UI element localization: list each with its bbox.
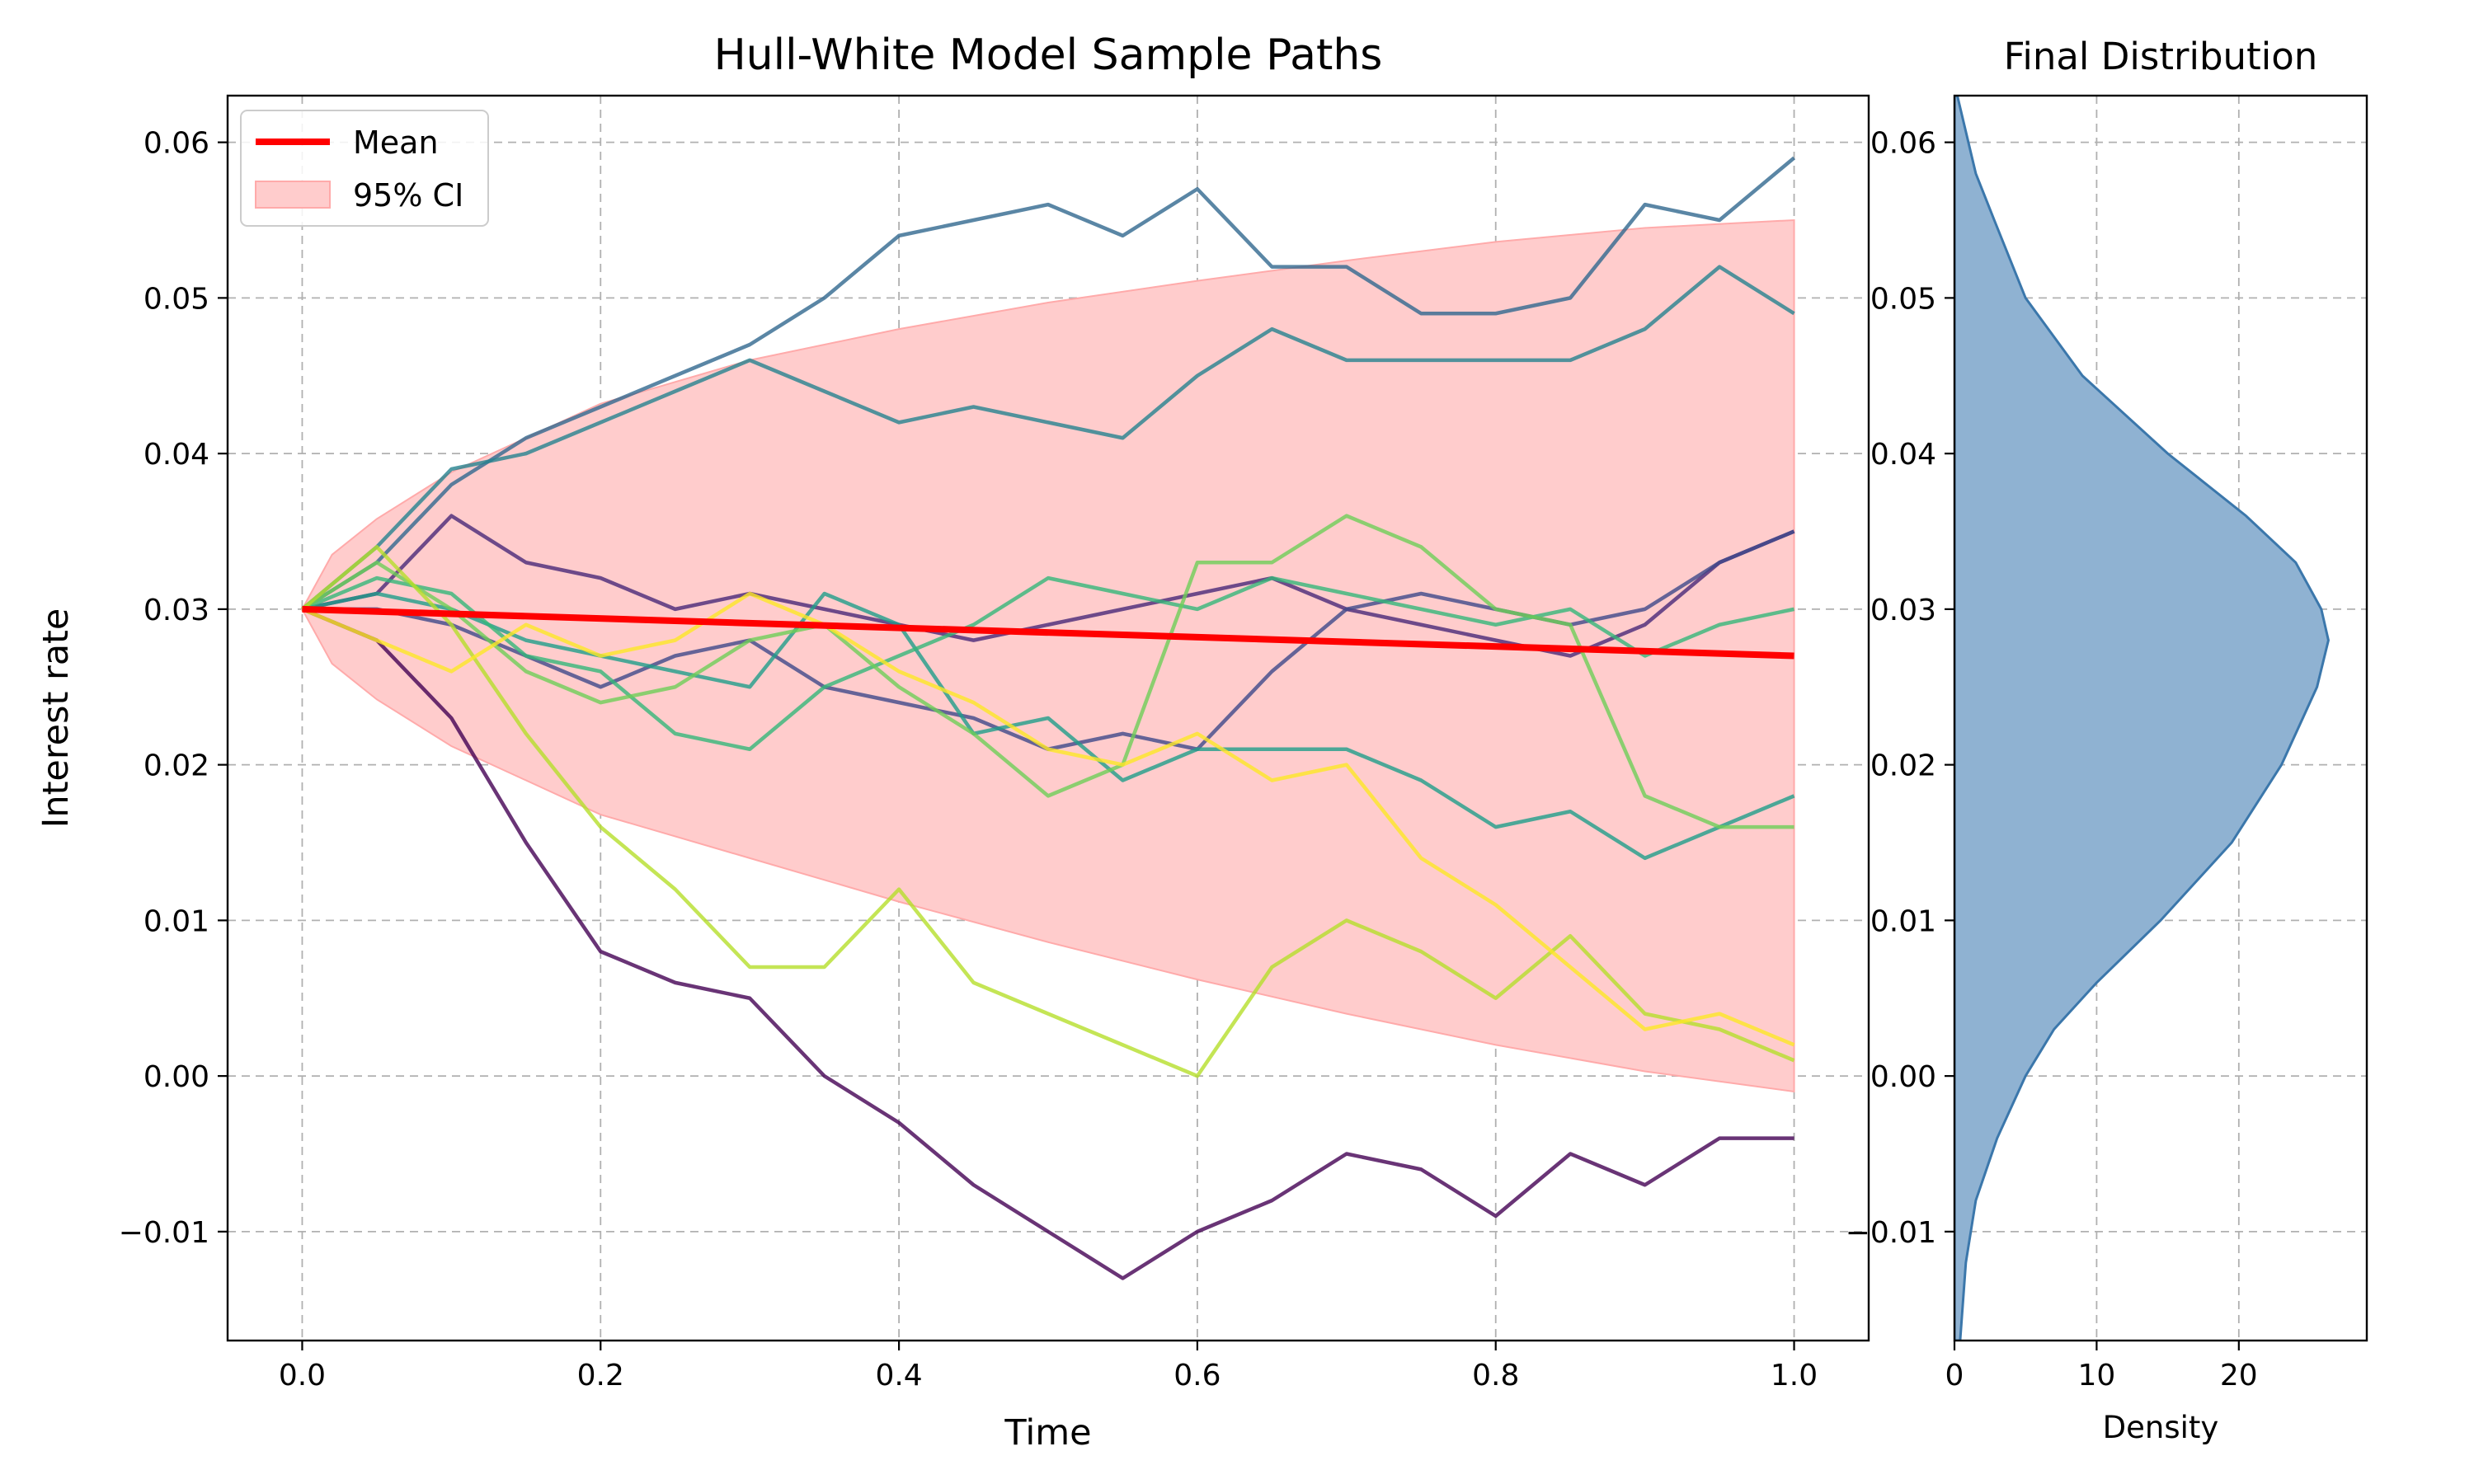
legend-mean-label: Mean	[353, 124, 439, 161]
main-y-ticks: −0.01 0.00 0.01 0.02 0.03 0.04 0.05 0.06	[119, 127, 228, 1250]
y-tick-label: 0.06	[143, 127, 209, 161]
sample-path-line	[301, 591, 1795, 1047]
side-y-tick-label: 0.05	[1870, 282, 1936, 316]
side-x-axis-label: Density	[2103, 1410, 2219, 1445]
kde-density-area	[1954, 96, 2330, 1341]
side-y-tick-label: 0.02	[1870, 749, 1936, 783]
legend-ci-label: 95% CI	[353, 177, 463, 214]
side-y-tick-label: 0.00	[1870, 1060, 1936, 1094]
side-y-tick-label: 0.04	[1870, 438, 1936, 472]
side-title: Final Distribution	[2004, 35, 2318, 78]
side-y-tick-label: 0.01	[1870, 904, 1936, 938]
side-y-tick-label: 0.06	[1870, 127, 1936, 161]
x-tick-label: 0.4	[875, 1359, 922, 1392]
sample-path-line	[301, 514, 1794, 829]
sample-path-line	[301, 545, 1795, 1078]
sample-path-line	[301, 575, 1795, 751]
x-axis-label: Time	[1004, 1412, 1091, 1453]
y-tick-label: 0.03	[143, 594, 209, 627]
sample-path-line	[301, 156, 1795, 611]
side-y-tick-label: −0.01	[1846, 1216, 1936, 1250]
sample-path-line	[301, 265, 1795, 611]
legend: Mean 95% CI	[240, 110, 489, 227]
main-x-ticks: 0.0 0.2 0.4 0.6 0.8 1.0	[279, 1341, 1818, 1392]
x-tick-label: 0.8	[1472, 1359, 1519, 1392]
x-tick-label: 0.2	[577, 1359, 624, 1392]
y-tick-label: 0.04	[143, 438, 209, 472]
side-x-tick-label: 20	[2220, 1359, 2258, 1392]
side-axes-frame	[1953, 94, 2368, 1342]
y-tick-label: 0.02	[143, 749, 209, 783]
legend-ci-swatch	[255, 181, 331, 209]
y-axis-label: Interest rate	[35, 608, 77, 829]
sample-path-line	[301, 591, 1795, 861]
side-x-tick-label: 0	[1945, 1359, 1964, 1392]
y-tick-label: −0.01	[119, 1216, 209, 1250]
x-tick-label: 0.6	[1174, 1359, 1221, 1392]
main-axes-frame	[226, 94, 1870, 1342]
y-tick-label: 0.00	[143, 1060, 209, 1094]
y-tick-label: 0.01	[143, 904, 209, 938]
side-panel: 0 10 20 −0.010.000.010.020.030.040.050.06 …	[1846, 35, 2368, 1445]
x-tick-label: 1.0	[1771, 1359, 1818, 1392]
mean-line	[302, 605, 1794, 660]
x-tick-label: 0.0	[279, 1359, 326, 1392]
side-y-tick-label: 0.03	[1870, 594, 1936, 627]
main-title: Hull-White Model Sample Paths	[714, 31, 1383, 80]
y-tick-label: 0.05	[143, 282, 209, 316]
side-x-ticks: 0 10 20	[1945, 1341, 2258, 1392]
side-y-ticks: −0.01 0.00 0.01 0.02 0.03 0.04 0.05 0.06	[1846, 127, 1954, 1250]
sample-path-line	[301, 607, 1794, 1280]
sample-paths	[301, 156, 1795, 1280]
side-x-tick-label: 10	[2078, 1359, 2116, 1392]
main-panel: 0.0 0.2 0.4 0.6 0.8 1.0 −0.01 0.00 0.01 0.02 0.03…	[35, 31, 1870, 1453]
